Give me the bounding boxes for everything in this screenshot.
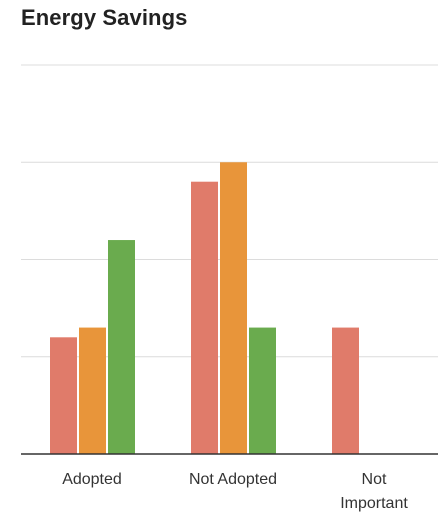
bar-1-2 — [249, 327, 276, 454]
bar-0-0 — [50, 337, 77, 454]
chart-title: Energy Savings — [21, 5, 188, 30]
category-label: Not Adopted — [189, 471, 277, 488]
category-labels: Adopted Not Adopted Not Important — [62, 471, 408, 512]
bar-0-2 — [108, 240, 135, 454]
category-label: Adopted — [62, 471, 122, 488]
bars — [50, 162, 359, 454]
bar-1-1 — [220, 162, 247, 454]
category-label: Not Important — [340, 471, 408, 512]
bar-0-1 — [79, 327, 106, 454]
bar-1-0 — [191, 181, 218, 454]
bar-2-0 — [332, 327, 359, 454]
